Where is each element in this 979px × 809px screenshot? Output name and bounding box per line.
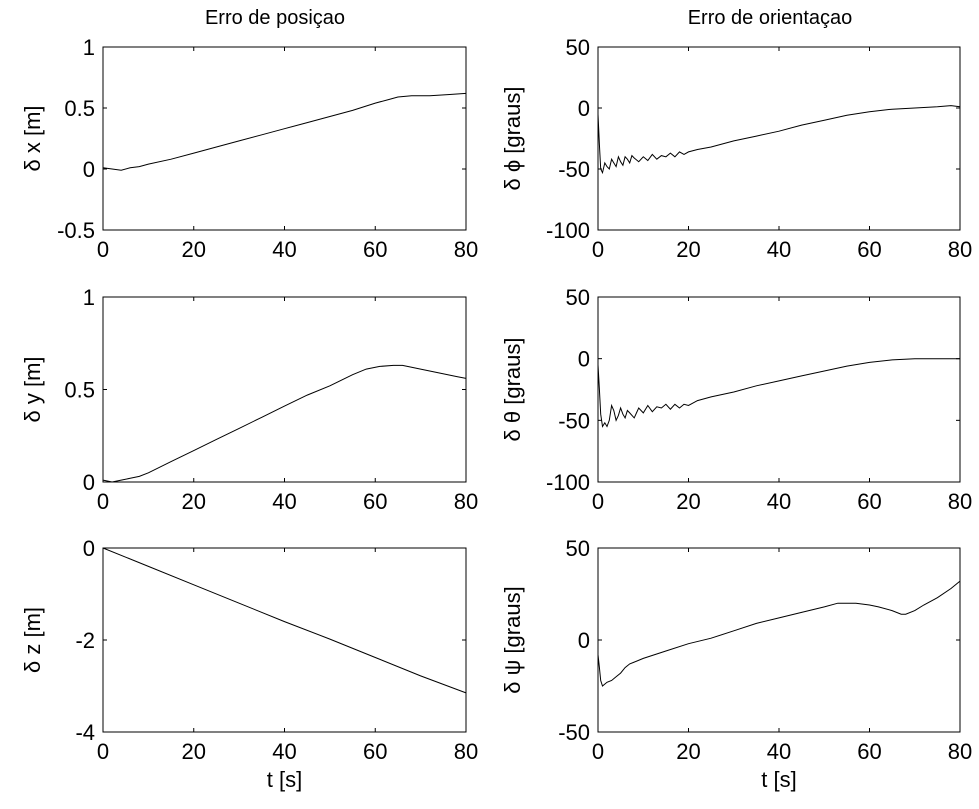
column-title-position: Erro de posiçao [205, 7, 345, 29]
x-tick-label: 40 [767, 489, 791, 514]
y-tick-label: 1 [83, 285, 95, 310]
y-tick-label: -100 [546, 470, 590, 495]
y-tick-label: 0.5 [64, 96, 95, 121]
axes-frame [102, 46, 467, 231]
y-tick-label: 0 [83, 157, 95, 182]
y-axis-label: δ z [m] [20, 607, 45, 673]
subplot-1: 0 20 40 60 80-0.500.51δ x [m] [20, 35, 478, 262]
x-tick-label: 0 [592, 237, 604, 262]
x-tick-label: 0 [97, 489, 109, 514]
x-tick-label: 0 [97, 739, 109, 764]
y-tick-label: 0 [83, 536, 95, 561]
x-tick-label: 60 [857, 739, 881, 764]
series-line-1 [597, 105, 961, 175]
axes-frame [597, 46, 961, 231]
x-tick-label: 80 [948, 237, 972, 262]
y-tick-label: 1 [83, 35, 95, 60]
y-tick-label: 0 [83, 470, 95, 495]
y-tick-label: -0.5 [57, 218, 95, 243]
series-line-1 [102, 547, 467, 694]
y-tick-label: 0.5 [64, 378, 95, 403]
y-tick-label: 50 [566, 35, 590, 60]
y-tick-label: -50 [558, 408, 590, 433]
series-line-1 [102, 364, 467, 483]
y-tick-label: -50 [558, 720, 590, 745]
y-tick-label: 50 [566, 536, 590, 561]
subplot-grid: 0 20 40 60 80-0.500.51δ x [m]0 20 40 60 8000.51δ… [20, 35, 972, 792]
y-tick-label: 0 [578, 96, 590, 121]
axes-frame [102, 547, 467, 733]
x-tick-label: 0 [592, 489, 604, 514]
x-tick-label: 0 [97, 237, 109, 262]
x-tick-label: 60 [857, 237, 881, 262]
x-tick-label: 40 [272, 489, 296, 514]
x-tick-label: 80 [454, 489, 478, 514]
subplot-4: 0 20 40 60 80 -100 -50 0 50 δ ϕ [graus] [500, 35, 972, 262]
x-tick-label: 20 [676, 237, 700, 262]
x-tick-label: 60 [363, 489, 387, 514]
x-tick-label: 20 [676, 489, 700, 514]
x-axis-label: t [s] [267, 767, 302, 792]
y-axis-label: δ θ [graus] [500, 338, 525, 442]
y-tick-label: -2 [75, 628, 95, 653]
subplot-2: 0 20 40 60 80 0 0.5 1 δ y [m] [20, 285, 478, 514]
x-tick-label: 40 [767, 739, 791, 764]
subplot-3: 0 20 40 60 80 -4 -2 0 δ z [m] t [s] [20, 536, 478, 792]
x-tick-label: 80 [454, 739, 478, 764]
x-tick-label: 80 [948, 489, 972, 514]
x-tick-label: 60 [363, 739, 387, 764]
axes-frame [102, 296, 467, 483]
x-tick-label: 40 [272, 739, 296, 764]
y-axis-label: δ x [m] [20, 105, 45, 171]
x-tick-label: 0 [592, 739, 604, 764]
y-tick-label: 50 [566, 285, 590, 310]
y-axis-label: δ ψ [graus] [500, 586, 525, 693]
series-line-1 [102, 92, 467, 171]
axes-frame [597, 547, 961, 733]
y-tick-label: -4 [75, 720, 95, 745]
y-tick-label: 0 [578, 347, 590, 372]
x-tick-label: 40 [767, 237, 791, 262]
x-tick-label: 60 [363, 237, 387, 262]
y-axis-label: δ y [m] [20, 356, 45, 422]
y-tick-label: -100 [546, 218, 590, 243]
y-tick-label: 0 [578, 628, 590, 653]
x-axis-label: t [s] [761, 767, 796, 792]
x-tick-label: 80 [948, 739, 972, 764]
column-title-orientation: Erro de orientaçao [688, 7, 853, 29]
series-line-1 [597, 358, 960, 428]
x-tick-label: 20 [182, 237, 206, 262]
series-line-1 [597, 580, 961, 687]
x-tick-label: 20 [676, 739, 700, 764]
y-axis-label: δ ϕ [graus] [500, 86, 525, 190]
y-tick-label: -50 [558, 157, 590, 182]
x-tick-label: 80 [454, 237, 478, 262]
x-tick-label: 20 [182, 489, 206, 514]
x-tick-label: 60 [857, 489, 881, 514]
x-tick-label: 40 [272, 237, 296, 262]
subplot-5: 0 20 40 60 80 -100 -50 0 50 δ θ [graus] [500, 285, 972, 514]
x-tick-label: 20 [182, 739, 206, 764]
axes-frame [597, 296, 961, 483]
